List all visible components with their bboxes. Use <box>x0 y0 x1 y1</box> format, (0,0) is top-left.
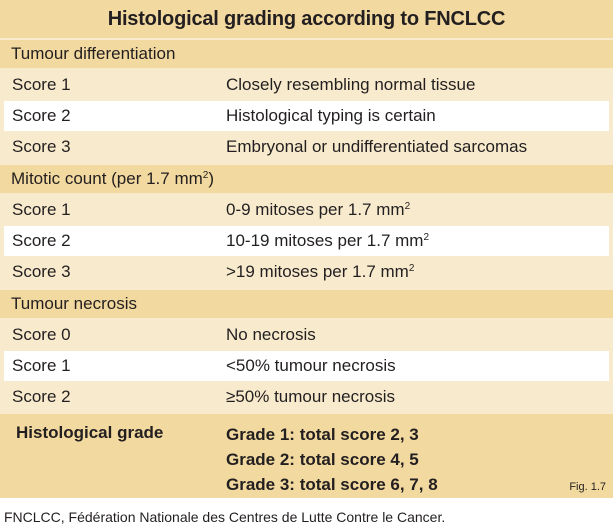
score-cell: Score 1 <box>12 75 71 94</box>
description-cell: ≥50% tumour necrosis <box>226 387 396 406</box>
mitotic-heading-sup: 2 <box>202 170 209 181</box>
superscript: 2 <box>423 232 430 243</box>
grade-label: Histological grade <box>16 423 164 442</box>
mitotic-heading-text: Mitotic count (per 1.7 mm <box>11 169 203 188</box>
footnote: FNCLCC, Fédération Nationale des Centres… <box>4 509 446 525</box>
mitotic-heading-end: ) <box>208 169 215 188</box>
section-heading-mitotic: Mitotic count (per 1.7 mm2) <box>0 165 613 193</box>
table-row: Score 2 ≥50% tumour necrosis <box>4 382 609 412</box>
superscript: 2 <box>408 263 415 274</box>
description-text: 0-9 mitoses per 1.7 mm <box>226 200 405 219</box>
table-row: Score 3 >19 mitoses per 1.7 mm2 <box>4 257 609 287</box>
superscript: 2 <box>404 201 411 212</box>
description-cell: Histological typing is certain <box>226 106 436 125</box>
grade-list: Grade 1: total score 2, 3 Grade 2: total… <box>226 422 438 497</box>
score-cell: Score 3 <box>12 137 71 156</box>
grade-section <box>0 414 613 498</box>
grade-item: Grade 2: total score 4, 5 <box>226 450 419 469</box>
description-cell: Embryonal or undifferentiated sarcomas <box>226 137 528 156</box>
score-cell: Score 2 <box>12 231 71 250</box>
table-row: Score 2 10-19 mitoses per 1.7 mm2 <box>4 226 609 256</box>
table-row: Score 0 No necrosis <box>4 320 609 350</box>
section-heading-differentiation: Tumour differentiation <box>0 40 613 68</box>
grading-table: Histological grading according to FNCLCC… <box>0 0 613 498</box>
table-row: Score 3 Embryonal or undifferentiated sa… <box>4 132 609 162</box>
grade-item: Grade 3: total score 6, 7, 8 <box>226 475 438 494</box>
description-cell: Closely resembling normal tissue <box>226 75 476 94</box>
description-text: >19 mitoses per 1.7 mm <box>226 262 409 281</box>
table-row: Score 1 Closely resembling normal tissue <box>4 70 609 100</box>
description-cell: No necrosis <box>226 325 316 344</box>
description-cell: 10-19 mitoses per 1.7 mm2 <box>226 226 429 256</box>
score-cell: Score 3 <box>12 262 71 281</box>
score-cell: Score 1 <box>12 200 71 219</box>
section-heading-necrosis: Tumour necrosis <box>0 290 613 318</box>
score-cell: Score 0 <box>12 325 71 344</box>
table-row: Score 1 0-9 mitoses per 1.7 mm2 <box>4 195 609 225</box>
score-cell: Score 2 <box>12 106 71 125</box>
table-row: Score 2 Histological typing is certain <box>4 101 609 131</box>
score-cell: Score 1 <box>12 356 71 375</box>
description-cell: >19 mitoses per 1.7 mm2 <box>226 257 414 287</box>
table-title: Histological grading according to FNCLCC <box>0 0 613 38</box>
description-cell: <50% tumour necrosis <box>226 356 396 375</box>
score-cell: Score 2 <box>12 387 71 406</box>
figure-label: Fig. 1.7 <box>569 481 606 493</box>
description-text: 10-19 mitoses per 1.7 mm <box>226 231 424 250</box>
table-row: Score 1 <50% tumour necrosis <box>4 351 609 381</box>
grade-item: Grade 1: total score 2, 3 <box>226 425 419 444</box>
description-cell: 0-9 mitoses per 1.7 mm2 <box>226 195 410 225</box>
